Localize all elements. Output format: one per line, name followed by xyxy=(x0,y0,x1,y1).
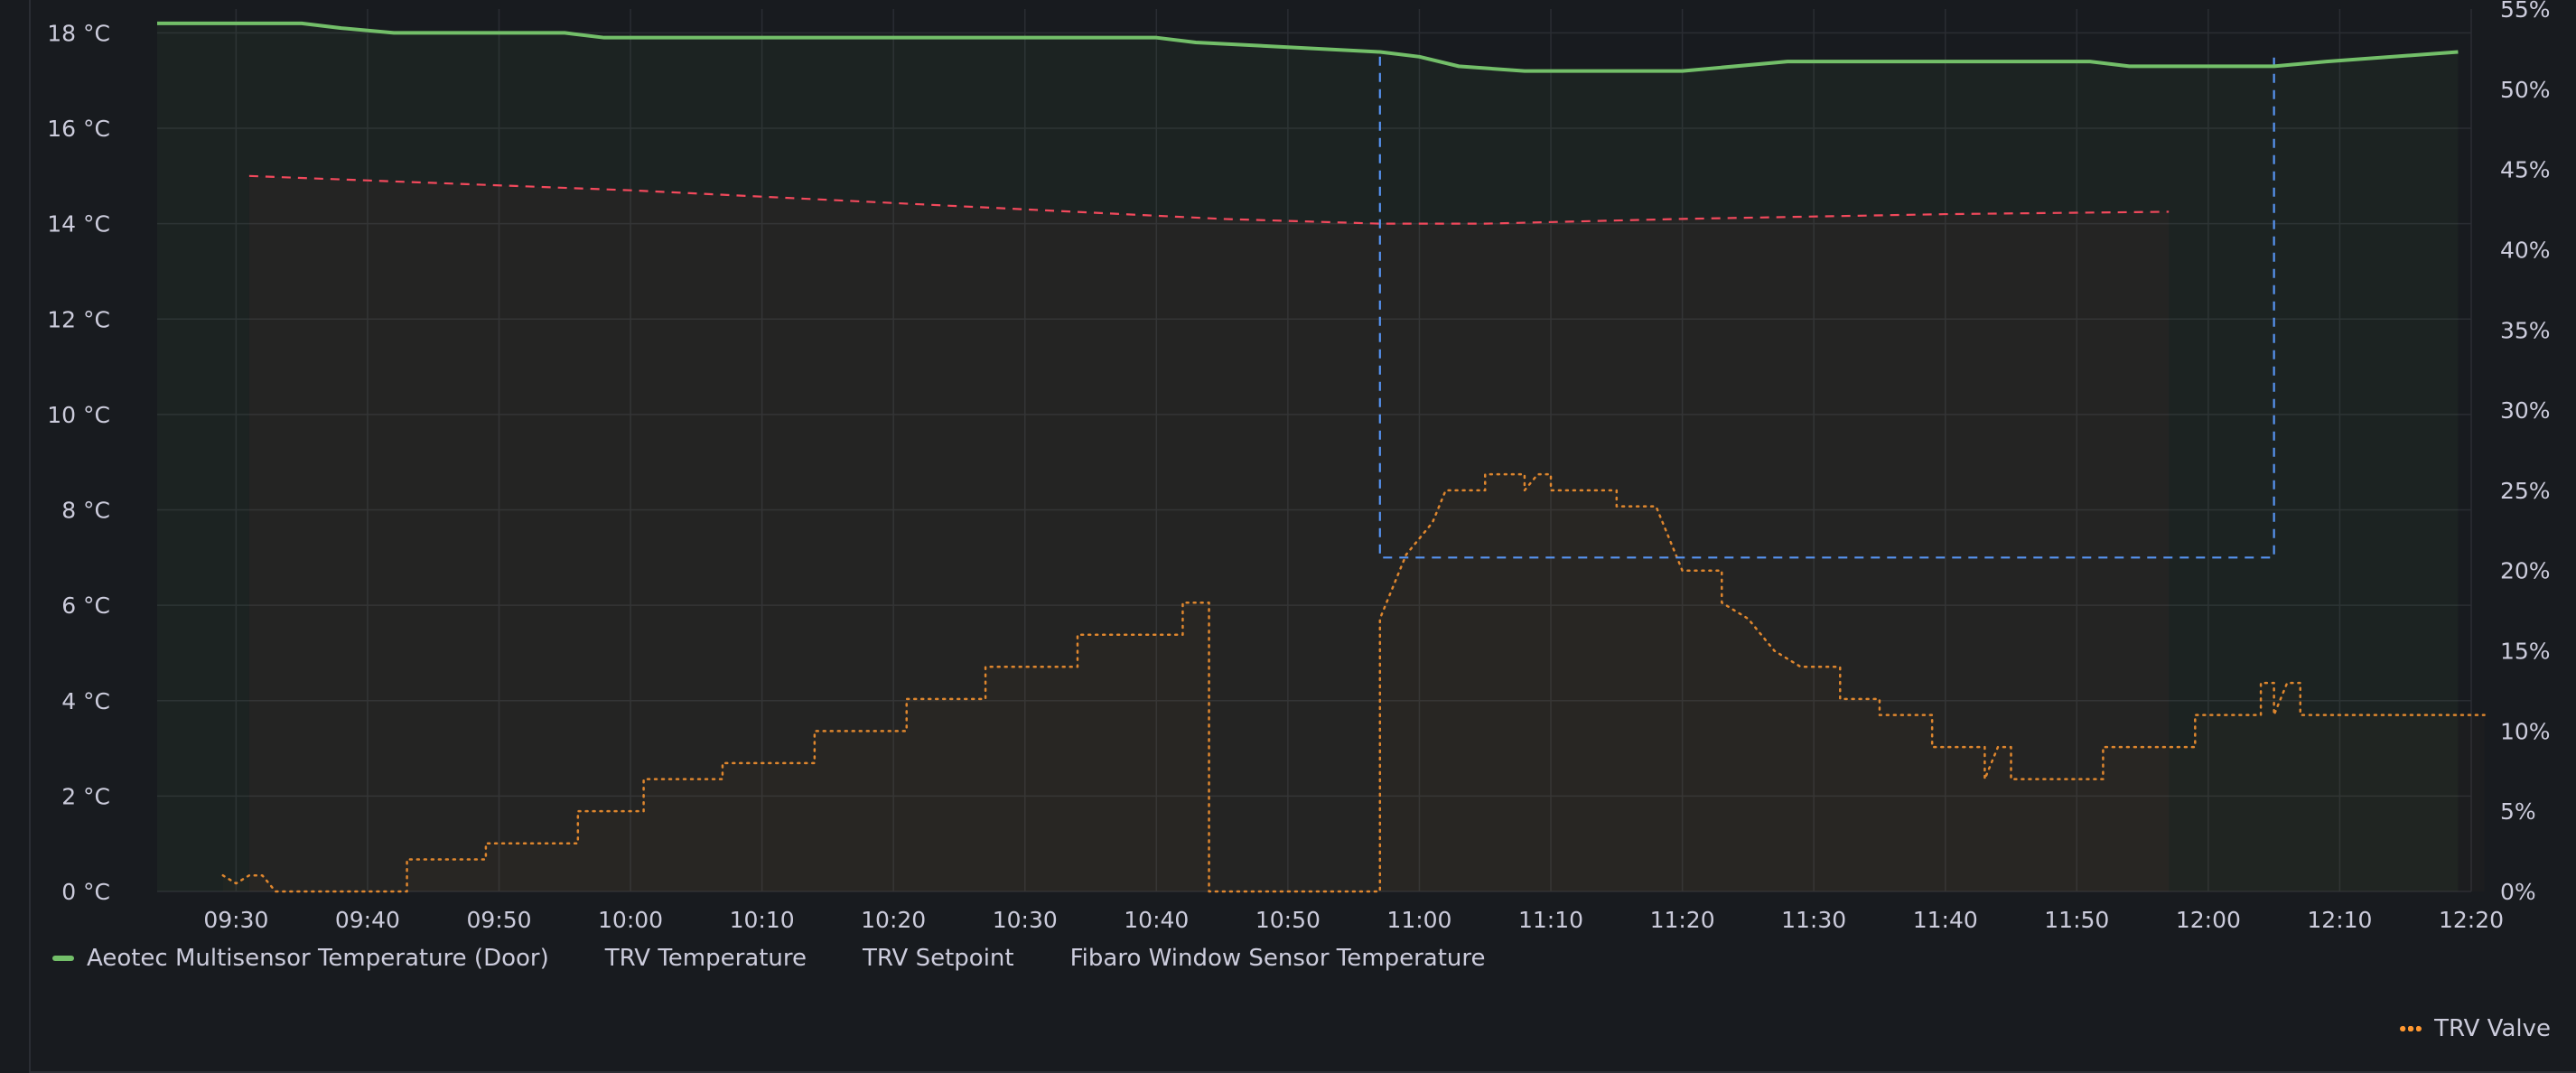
series-area-aeotec xyxy=(157,23,2459,891)
x-tick-label: 09:50 xyxy=(466,907,531,933)
chart-legend-right: TRV Valve xyxy=(2400,1015,2551,1042)
y-right-tick-label: 0% xyxy=(2500,879,2536,905)
x-tick-label: 11:30 xyxy=(1781,907,1846,933)
x-tick-label: 10:30 xyxy=(993,907,1058,933)
legend-item-aeotec[interactable]: Aeotec Multisensor Temperature (Door) xyxy=(52,945,549,972)
x-tick-label: 12:10 xyxy=(2307,907,2372,933)
legend-swatch xyxy=(2400,1026,2422,1031)
y-left-tick-label: 4 °C xyxy=(61,688,110,714)
y-right-tick-label: 35% xyxy=(2500,317,2551,343)
y-right-tick-label: 40% xyxy=(2500,237,2551,263)
legend-swatch xyxy=(1034,956,1058,961)
legend-item-trv-setpoint[interactable]: TRV Setpoint xyxy=(826,945,1014,972)
x-tick-label: 10:20 xyxy=(861,907,926,933)
x-tick-label: 11:10 xyxy=(1518,907,1583,933)
legend-label: TRV Setpoint xyxy=(863,945,1014,972)
y-right-tick-label: 45% xyxy=(2500,157,2551,183)
series-line-fibaro xyxy=(248,174,2170,225)
series-line-trv-valve xyxy=(221,472,2486,893)
y-right-tick-label: 50% xyxy=(2500,77,2551,103)
x-tick-label: 09:30 xyxy=(203,907,268,933)
y-right-tick-label: 20% xyxy=(2500,558,2551,584)
series-line-aeotec xyxy=(157,21,2459,73)
y-left-tick-label: 16 °C xyxy=(47,116,110,142)
x-tick-label: 12:20 xyxy=(2439,907,2504,933)
x-tick-label: 11:20 xyxy=(1650,907,1715,933)
y-left-tick-label: 18 °C xyxy=(47,20,110,46)
x-tick-label: 10:10 xyxy=(730,907,795,933)
legend-label: TRV Valve xyxy=(2434,1015,2551,1042)
x-tick-label: 10:50 xyxy=(1255,907,1321,933)
legend-item-trv-temperature[interactable]: TRV Temperature xyxy=(569,945,807,972)
x-tick-label: 11:50 xyxy=(2044,907,2109,933)
y-left-tick-label: 0 °C xyxy=(61,879,110,905)
y-right-tick-label: 15% xyxy=(2500,639,2551,665)
y-left-tick-label: 12 °C xyxy=(47,306,110,332)
legend-swatch xyxy=(826,956,850,961)
legend-item-trv-valve[interactable]: TRV Valve xyxy=(2400,1015,2551,1042)
y-left-tick-label: 6 °C xyxy=(61,592,110,619)
y-left-tick-label: 14 °C xyxy=(47,211,110,238)
legend-label: TRV Temperature xyxy=(604,945,807,972)
y-right-tick-label: 10% xyxy=(2500,718,2551,744)
y-left-tick-label: 2 °C xyxy=(61,783,110,809)
x-tick-label: 10:40 xyxy=(1124,907,1189,933)
legend-item-fibaro[interactable]: Fibaro Window Sensor Temperature xyxy=(1034,945,1486,972)
y-right-tick-label: 25% xyxy=(2500,478,2551,504)
legend-swatch xyxy=(569,956,593,961)
x-tick-label: 09:40 xyxy=(335,907,400,933)
chart-legend: Aeotec Multisensor Temperature (Door) TR… xyxy=(52,945,1485,972)
x-tick-label: 10:00 xyxy=(598,907,663,933)
y-left-tick-label: 8 °C xyxy=(61,498,110,524)
y-right-tick-label: 55% xyxy=(2500,0,2551,23)
y-right-tick-label: 5% xyxy=(2500,798,2536,825)
y-left-tick-label: 10 °C xyxy=(47,402,110,428)
y-right-tick-label: 30% xyxy=(2500,397,2551,424)
time-series-chart: 09:30 09:40 09:50 10:00 10:10 10:20 10:30 10:40… xyxy=(47,0,2551,933)
x-tick-label: 12:00 xyxy=(2176,907,2241,933)
legend-label: Aeotec Multisensor Temperature (Door) xyxy=(87,945,549,972)
legend-label: Fibaro Window Sensor Temperature xyxy=(1069,945,1486,972)
series-line-trv-setpoint xyxy=(1378,56,2275,559)
chart-panel: 09:30 09:40 09:50 10:00 10:10 10:20 10:30 10:40… xyxy=(29,0,2576,1073)
x-tick-label: 11:40 xyxy=(1913,907,1978,933)
x-tick-label: 11:00 xyxy=(1386,907,1451,933)
legend-swatch xyxy=(52,956,74,961)
